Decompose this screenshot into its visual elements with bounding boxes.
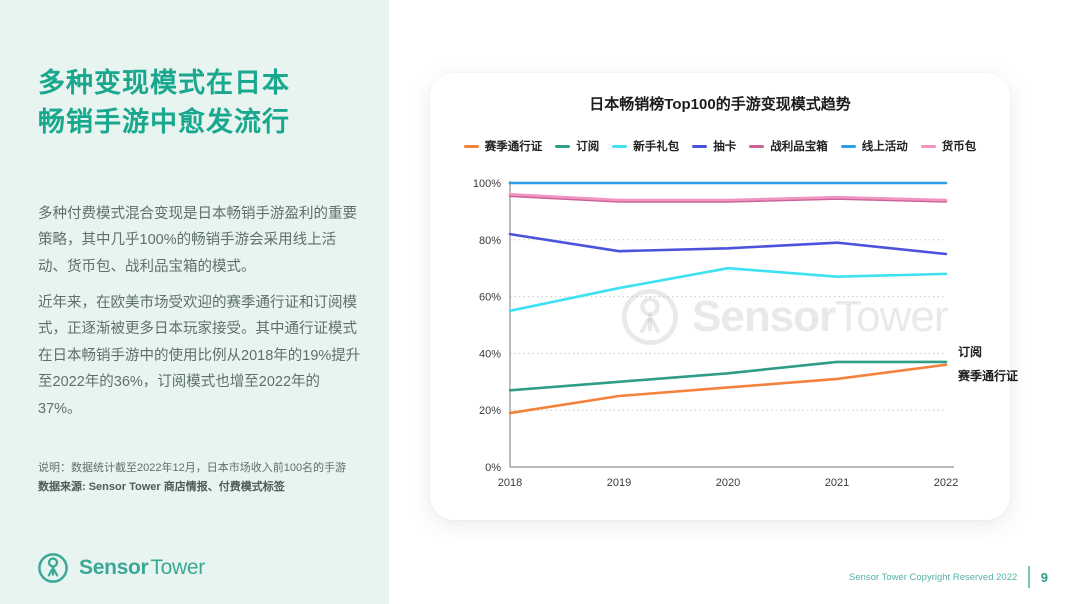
series-line [508,194,948,203]
series-line [508,360,948,392]
footnote: 说明：数据统计截至2022年12月，日本市场收入前100名的手游 数据来源: S… [38,459,346,498]
x-tick-label: 2019 [607,477,631,489]
legend-item: 赛季通行证 [463,138,543,154]
sidebar-panel: 多种变现模式在日本 畅销手游中愈发流行 多种付费模式混合变现是日本畅销手游盈利的… [0,0,389,604]
y-tick-label: 40% [479,348,501,360]
page-footer: Sensor Tower Copyright Reserved 2022 9 [840,564,1050,590]
chart-legend: 赛季通行证 订阅 新手礼包 抽卡 战利品宝箱 线上活动 货币包 [430,138,1010,154]
series-line [508,193,948,202]
copyright-text: Sensor Tower Copyright Reserved 2022 [848,571,1018,583]
body-paragraph-2: 近年来，在欧美市场受欢迎的赛季通行证和订阅模式，正逐渐被更多日本玩家接受。其中通… [38,295,361,417]
footnote-source: 数据来源: Sensor Tower 商店情报、付费模式标签 [38,481,285,494]
legend-swatch [463,144,479,148]
x-tick-label: 2018 [498,477,522,489]
legend-swatch [920,144,936,148]
legend-label: 战利品宝箱 [770,141,828,153]
y-tick-label: 0% [485,462,501,474]
sensortower-logo: SensorTower [36,551,205,585]
y-tick-label: 80% [479,235,501,247]
legend-label: 抽卡 [713,141,737,153]
legend-item: 线上活动 [840,138,908,154]
legend-label: 赛季通行证 [484,141,543,153]
y-tick-label: 100% [473,178,501,190]
series-end-label: 订阅 [958,344,982,359]
legend-swatch [840,144,856,148]
line-chart: 0% 20% 40% 60% 80% 100% 2018 2019 2020 2021 2022 订阅… [473,178,1018,489]
series-line [508,232,948,256]
legend-item: 货币包 [920,138,977,154]
y-tick-label: 60% [479,292,501,304]
body-paragraph-1: 多种付费模式混合变现是日本畅销手游盈利的重要策略，其中几乎100%的畅销手游会采… [38,206,357,275]
page-title-line1: 多种变现模式在日本 [38,68,290,98]
series-end-label: 赛季通行证 [957,368,1018,383]
chart-title: 日本畅销榜Top100的手游变现模式趋势 [589,96,851,113]
legend-swatch [612,144,628,148]
legend-swatch [692,144,708,148]
x-tick-label: 2020 [716,477,740,489]
page-title: 多种变现模式在日本 畅销手游中愈发流行 [38,64,290,142]
legend-item: 战利品宝箱 [749,138,828,154]
page-number: 9 [1040,569,1048,585]
legend-swatch [555,144,571,148]
footer-divider [1028,566,1030,588]
sensortower-logo-icon [38,553,68,583]
legend-label: 新手礼包 [633,141,680,153]
y-tick-label: 20% [479,405,501,417]
series-line [508,266,948,313]
footnote-line1: 说明：数据统计截至2022年12月，日本市场收入前100名的手游 [38,462,347,474]
legend-item: 订阅 [555,138,599,154]
series-line [508,363,948,415]
legend-label: 货币包 [941,141,977,153]
legend-swatch [749,144,765,148]
legend-item: 抽卡 [692,138,736,154]
legend-item: 新手礼包 [612,138,679,154]
x-tick-label: 2021 [825,477,849,489]
page-title-line2: 畅销手游中愈发流行 [38,107,290,137]
legend-label: 订阅 [576,141,600,153]
chart-card: 日本畅销榜Top100的手游变现模式趋势 赛季通行证 订阅 新手礼包 抽卡 战利品宝箱线… [430,73,1018,520]
legend-label: 线上活动 [861,141,908,153]
x-tick-label: 2022 [934,477,958,489]
sensortower-logo-text: SensorTower [79,556,205,579]
